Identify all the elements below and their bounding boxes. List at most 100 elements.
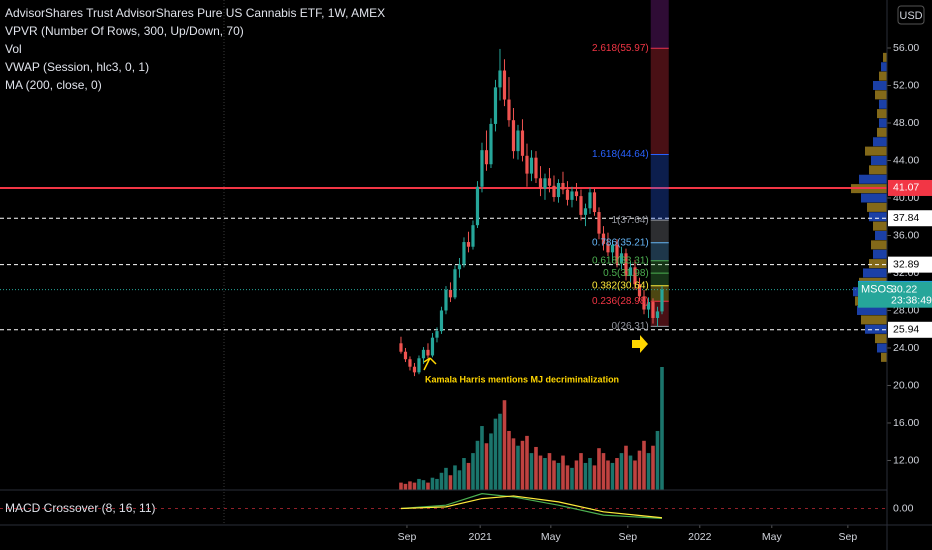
fib-label: 1.618(44.64): [592, 149, 649, 160]
candle-body: [417, 358, 421, 373]
volume-bar: [624, 445, 628, 490]
candle-body: [534, 157, 538, 179]
x-tick-label: 2021: [468, 531, 492, 543]
price-level-box: [888, 321, 932, 338]
price-level-box: [888, 256, 932, 273]
volume-bar: [471, 453, 475, 490]
candle-body: [628, 267, 633, 276]
volume-bar: [457, 470, 462, 490]
candle-body: [493, 87, 498, 124]
candle-body: [399, 343, 403, 352]
candle-body: [655, 311, 660, 318]
candle-body: [615, 244, 619, 264]
volume-profile-bar: [873, 80, 887, 90]
candle-body: [565, 189, 570, 200]
volume-bar: [597, 448, 601, 490]
candle-body: [570, 191, 574, 200]
volume-bar: [498, 413, 502, 490]
volume-profile-bar: [873, 137, 887, 147]
candle-body: [480, 150, 484, 187]
volume-bar: [516, 445, 520, 490]
candle-body: [525, 155, 529, 174]
arrow-icon: [632, 335, 648, 353]
candle-body: [484, 150, 489, 165]
volume-bar: [655, 430, 660, 490]
volume-profile-bar: [877, 109, 887, 119]
candle-body: [597, 212, 601, 234]
last-box: [858, 281, 932, 308]
volume-profile-bar: [879, 99, 887, 109]
fib-label: 0.618(33.31): [592, 255, 649, 266]
y-tick-label: 52.00: [893, 79, 919, 91]
candle-body: [574, 191, 579, 197]
currency[interactable]: USD: [899, 10, 922, 22]
candle-body: [489, 123, 493, 165]
price-level-label: 25.94: [893, 324, 919, 336]
candle-body: [502, 70, 507, 100]
candle-body: [651, 302, 655, 318]
volume-bar: [426, 482, 430, 490]
volume-bar: [493, 418, 498, 490]
candle-body: [471, 225, 475, 247]
volume-bar: [525, 435, 529, 490]
candle-body: [462, 242, 466, 265]
fib-band: [650, 260, 669, 274]
candle-body: [408, 359, 412, 367]
macd-label: MACD Crossover (8, 16, 11): [5, 501, 156, 515]
fib-label: 0.236(28.98): [592, 296, 649, 307]
volume-bar: [412, 482, 417, 490]
volume-bar: [601, 453, 606, 490]
price-level-box: [888, 210, 932, 227]
candle-body: [412, 366, 417, 373]
x-tick-label: May: [762, 531, 783, 543]
volume-bar: [417, 478, 421, 490]
volume-bar: [628, 455, 633, 490]
volume-bar: [489, 433, 493, 490]
volume-bar: [408, 481, 412, 490]
candle-body: [543, 178, 547, 189]
candle-body: [601, 233, 606, 244]
volume-bar: [583, 462, 588, 490]
volume-profile-bar: [877, 127, 887, 137]
candle-body: [556, 182, 561, 198]
volume-bar: [543, 458, 547, 490]
volume-profile-bar: [879, 118, 887, 128]
candle-body: [520, 130, 525, 156]
candle-body: [633, 267, 637, 285]
candle-body: [439, 310, 444, 332]
candle-body: [435, 331, 439, 338]
volume-profile-bar: [865, 146, 887, 156]
volume-bar: [507, 430, 511, 490]
candle-body: [421, 349, 426, 359]
fib-band: [650, 220, 669, 243]
y-tick-label: 24.00: [893, 342, 919, 354]
volume-bar: [538, 455, 543, 490]
volume-bar: [633, 460, 637, 490]
volume-bar: [502, 400, 507, 490]
last-name: MSOS: [861, 284, 893, 296]
candle-body: [430, 337, 435, 356]
y-tick-label: 16.00: [893, 417, 919, 429]
y-tick-label: 48.00: [893, 117, 919, 129]
volume-profile-bar: [871, 240, 887, 250]
volume-profile-bar: [861, 193, 887, 203]
fib-band: [650, 301, 669, 327]
fib-label: 0(26.31): [611, 321, 648, 332]
chart-title: AdvisorShares Trust AdvisorShares Pure U…: [5, 6, 385, 20]
volume-bar: [651, 445, 655, 490]
currency-button[interactable]: [897, 5, 925, 25]
macd-line: [400, 493, 663, 519]
volume-profile-bar: [863, 268, 887, 278]
volume-profile-bar: [869, 165, 887, 175]
volume-bar: [399, 482, 403, 490]
candle-body: [561, 182, 565, 190]
candle-body: [547, 178, 552, 186]
y-tick-label: 20.00: [893, 379, 919, 391]
candle-body: [552, 185, 556, 198]
price-level-label: 37.84: [893, 212, 919, 224]
volume-bar: [529, 453, 534, 490]
volume-profile-bar: [859, 174, 887, 184]
volume-profile-bar: [875, 230, 887, 240]
